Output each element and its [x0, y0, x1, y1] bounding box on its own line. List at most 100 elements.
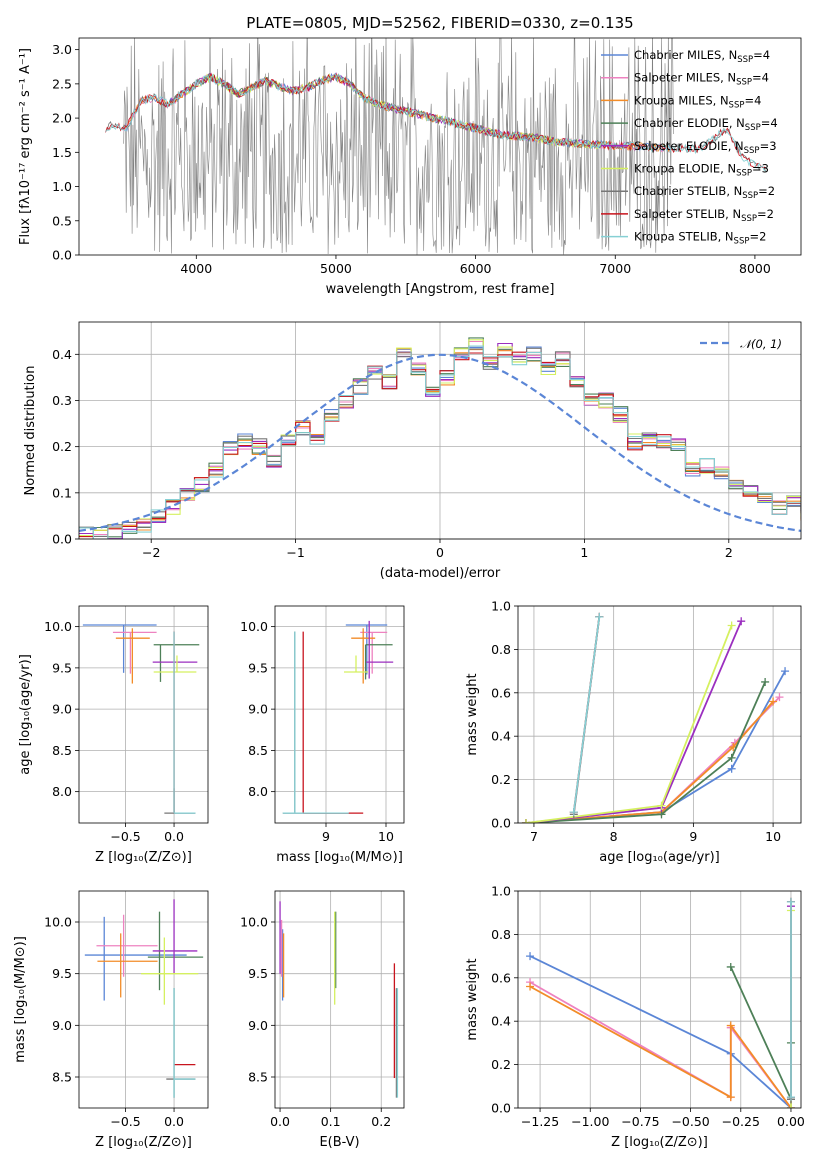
data-point-marker [786, 1104, 795, 1108]
data-point-marker [737, 617, 746, 626]
axes-decor: −1.25 −1.00 −0.75 −0.50 −0.25 0.00 0.0 0.2 0.4 0.… [465, 884, 805, 1151]
x-tick-label: −1.00 [571, 1114, 609, 1129]
plot-area [105, 38, 767, 255]
axes-decor: 9 10 8.0 8.5 9.0 9.5 10.0 mass [log₁₀(M/M⊙)] [240, 605, 405, 865]
y-tick-label: 8.5 [52, 1070, 72, 1085]
axes-frame [78, 890, 209, 1109]
y-tick-label: 10.0 [44, 619, 72, 634]
x-axis-label: Z [log₁₀(Z/Z⊙)] [611, 1135, 708, 1150]
series-line [525, 696, 781, 823]
x-tick-label: 10 [378, 829, 394, 844]
y-tick-label: 0.4 [491, 1014, 511, 1029]
x-tick-label: 10 [765, 829, 781, 844]
axes-decor: −2 −1 0 1 2 0.0 0.1 0.2 0.3 0.4 (data-model)/error… [23, 321, 802, 581]
y-tick-label: 0.2 [491, 1057, 511, 1072]
y-tick-label: 8.0 [248, 784, 268, 799]
series-line [529, 985, 792, 1108]
x-axis-label: E(B-V) [319, 1135, 359, 1150]
y-tick-label: 0.6 [491, 970, 511, 985]
plot-area [84, 899, 204, 1098]
legend-label-subscript: SSP [729, 100, 745, 110]
y-tick-label: 8.5 [248, 743, 268, 758]
x-tick-label: 0.0 [164, 829, 184, 844]
series-line [529, 955, 792, 1108]
y-tick-label: 1.0 [52, 179, 72, 194]
y-axis-label: mass weight [465, 958, 480, 1040]
axes-decor: 4000 5000 6000 7000 8000 0.0 0.5 1.0 1.5 2.0 2.5 3.… [18, 37, 802, 297]
x-tick-label: 0.0 [164, 1114, 184, 1129]
legend-label-count: =2 [757, 207, 774, 221]
legend-label-subscript: SSP [741, 214, 757, 224]
legend-label-count: =3 [760, 139, 777, 153]
data-point-marker [595, 612, 604, 621]
axes-decor: 7 8 9 10 0.0 0.2 0.4 0.6 0.8 1.0 age [log₁₀(age/yr… [465, 599, 802, 865]
legend: 𝒩(0, 1) [700, 337, 782, 351]
legend-label-subscript: SSP [737, 55, 753, 65]
x-tick-label: −0.25 [722, 1114, 760, 1129]
data-point-marker [726, 1093, 735, 1102]
y-axis-label: mass [log₁₀(M/M⊙)] [13, 936, 28, 1063]
legend-label: 𝒩(0, 1) [740, 337, 782, 351]
y-tick-label: 0.0 [52, 248, 72, 263]
y-tick-label: 1.5 [52, 145, 72, 160]
histogram-step-line [79, 351, 801, 539]
x-tick-label: −0.75 [621, 1114, 659, 1129]
axes-frame [78, 605, 209, 824]
y-tick-label: 9.5 [52, 966, 72, 981]
legend-label-text: Kroupa ELODIE, N [634, 162, 736, 176]
x-tick-label: 0 [436, 545, 444, 560]
y-tick-label: 0.3 [52, 393, 72, 408]
x-tick-label: 0.1 [321, 1114, 341, 1129]
series-line [525, 681, 766, 823]
legend-label-subscript: SSP [744, 146, 760, 156]
plot-area [526, 897, 795, 1108]
data-point-marker [786, 1093, 795, 1102]
y-tick-label: 1.0 [491, 884, 511, 899]
plot-area [82, 624, 200, 814]
legend-label-count: =4 [752, 71, 769, 85]
legend-label-count: =2 [749, 230, 766, 244]
histogram-step-line [79, 346, 801, 539]
data-point-marker [526, 982, 535, 991]
data-point-marker [786, 897, 795, 906]
x-tick-label: 6000 [460, 261, 492, 276]
legend-label-text: Salpeter MILES, N [634, 71, 736, 85]
y-tick-label: 10.0 [240, 619, 268, 634]
series-line [572, 616, 601, 813]
model-spectrum-line [105, 72, 766, 172]
plot-area [79, 337, 801, 539]
panel-residuals: −2 −1 0 1 2 0.0 0.1 0.2 0.3 0.4 (data-model)/error… [23, 321, 802, 581]
x-tick-label: 0.0 [270, 1114, 290, 1129]
data-point-marker [521, 819, 530, 823]
axes-frame [274, 605, 405, 824]
x-tick-label: 5000 [320, 261, 352, 276]
panel-massweight_vs_Z: −1.25 −1.00 −0.75 −0.50 −0.25 0.00 0.0 0.2 0.4 0.… [465, 884, 805, 1151]
legend-label-count: =4 [753, 48, 770, 62]
series-line [529, 981, 792, 1108]
legend-label-text: Chabrier MILES, N [634, 48, 737, 62]
x-tick-label: −0.50 [671, 1114, 709, 1129]
histogram-step-line [79, 347, 801, 537]
data-point-marker [569, 808, 578, 817]
y-axis-label: mass weight [465, 673, 480, 755]
x-axis-label: Z [log₁₀(Z/Z⊙)] [95, 1135, 192, 1150]
x-tick-label: 0.2 [371, 1114, 391, 1129]
y-tick-label: 9.0 [248, 702, 268, 717]
x-tick-label: −0.5 [110, 829, 140, 844]
legend-label: Salpeter MILES, NSSP=4 [634, 71, 769, 88]
y-tick-label: 2.5 [52, 76, 72, 91]
legend-label: Salpeter STELIB, NSSP=2 [634, 207, 774, 224]
y-tick-label: 8.0 [52, 784, 72, 799]
panel-age_vs_mass: 9 10 8.0 8.5 9.0 9.5 10.0 mass [log₁₀(M/M⊙)] [240, 605, 405, 865]
data-point-marker [775, 693, 784, 702]
axes-decor: 0.0 0.1 0.2 8.5 9.0 9.5 10.0 E(B-V) [240, 890, 405, 1150]
x-tick-label: 7 [530, 829, 538, 844]
data-point-marker [727, 621, 736, 630]
axes-frame [274, 890, 405, 1109]
legend-label-text: Salpeter ELODIE, N [634, 139, 744, 153]
y-tick-label: 0.6 [491, 685, 511, 700]
legend-label-text: Kroupa STELIB, N [634, 230, 734, 244]
histogram-step-line [79, 339, 801, 537]
data-point-marker [727, 753, 736, 762]
